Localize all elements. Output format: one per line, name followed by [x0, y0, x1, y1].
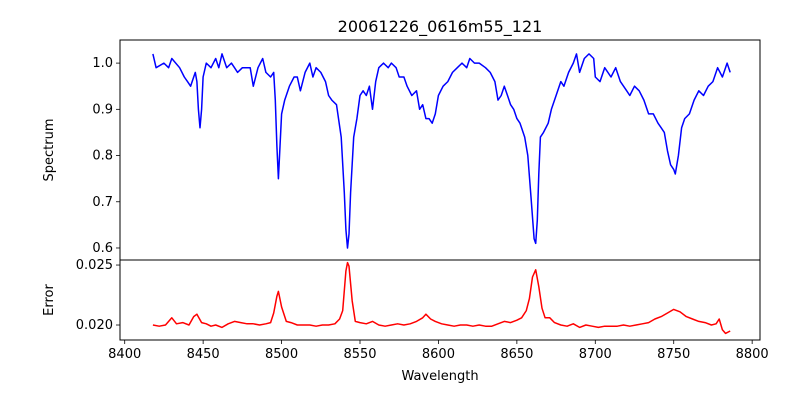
x-tick-label: 8500	[265, 347, 298, 362]
spectrum-panel: 0.6 0.7 0.8 0.9 1.0	[92, 39, 761, 261]
spectrum-ytick-label: 1.0	[92, 56, 113, 71]
x-tick-label: 8450	[187, 347, 220, 362]
x-tick-label: 8700	[579, 347, 612, 362]
x-tick-label: 8400	[108, 347, 141, 362]
error-line	[152, 261, 731, 335]
spectrum-y-label: Spectrum	[42, 119, 57, 182]
spectrum-ytick-label: 0.7	[92, 195, 113, 210]
chart-title: 20061226_0616m55_121	[338, 17, 543, 37]
spectrum-ytick-label: 0.9	[92, 102, 113, 117]
error-frame	[119, 259, 761, 341]
x-tick-label: 8650	[500, 347, 533, 362]
spectrum-frame	[119, 39, 761, 261]
x-axis-label: Wavelength	[401, 369, 478, 384]
x-tick-label: 8550	[343, 347, 376, 362]
error-y-label: Error	[42, 284, 57, 316]
x-tick-label: 8600	[422, 347, 455, 362]
spectrum-ytick-label: 0.6	[92, 241, 113, 256]
error-ytick-label: 0.020	[76, 318, 113, 333]
x-tick-label: 8750	[657, 347, 690, 362]
x-tick-label: 8800	[736, 347, 769, 362]
error-panel: 0.020 0.025	[76, 258, 761, 341]
spectrum-line	[152, 53, 731, 249]
error-ytick-label: 0.025	[76, 258, 113, 273]
spectrum-ytick-label: 0.8	[92, 149, 113, 164]
x-axis: 8400 8450 8500 8550 8600 8650 8700 8750 8800	[108, 340, 769, 362]
